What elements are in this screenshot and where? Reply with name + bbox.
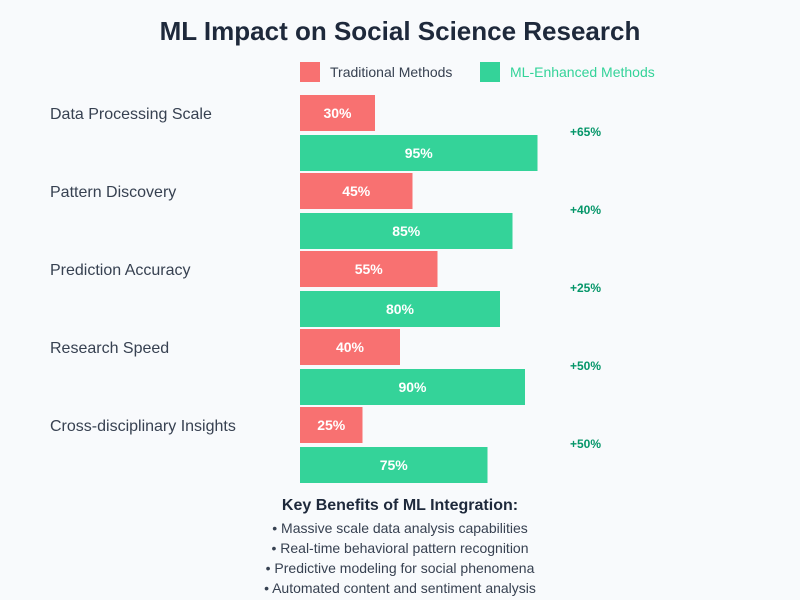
- legend-swatch-traditional: [300, 62, 320, 82]
- legend-label-ml: ML-Enhanced Methods: [510, 64, 655, 80]
- traditional-bar: [300, 251, 438, 287]
- traditional-bar: [300, 329, 400, 365]
- ml-bar: [300, 447, 488, 483]
- benefit-item: • Predictive modeling for social phenome…: [266, 560, 535, 576]
- bar-value-label: 85%: [392, 223, 421, 239]
- ml-bar: [300, 291, 500, 327]
- category-label: Prediction Accuracy: [50, 262, 191, 279]
- bar-value-label: 75%: [380, 457, 409, 473]
- difference-label: +25%: [570, 281, 601, 295]
- difference-label: +50%: [570, 359, 601, 373]
- category-label: Cross-disciplinary Insights: [50, 418, 236, 435]
- benefits-title: Key Benefits of ML Integration:: [282, 497, 518, 514]
- bar-value-label: 80%: [386, 301, 415, 317]
- benefit-item: • Automated content and sentiment analys…: [264, 580, 536, 596]
- category-label: Pattern Discovery: [50, 184, 176, 201]
- bar-value-label: 55%: [355, 261, 384, 277]
- traditional-bar: [300, 407, 363, 443]
- benefits-section: Key Benefits of ML Integration: • Massiv…: [264, 497, 536, 596]
- difference-label: +40%: [570, 203, 601, 217]
- traditional-bar: [300, 95, 375, 131]
- difference-label: +65%: [570, 125, 601, 139]
- ml-bar: [300, 135, 538, 171]
- bar-value-label: 95%: [405, 145, 434, 161]
- chart-title: ML Impact on Social Science Research: [160, 16, 641, 46]
- bars: Data Processing Scale 30% 95% +65% Pattern D…: [50, 95, 601, 483]
- category-label: Data Processing Scale: [50, 106, 212, 123]
- bar-value-label: 45%: [342, 183, 371, 199]
- legend: Traditional Methods ML-Enhanced Methods: [300, 62, 655, 82]
- difference-label: +50%: [570, 437, 601, 451]
- benefit-item: • Real-time behavioral pattern recogniti…: [271, 540, 528, 556]
- bar-value-label: 25%: [317, 417, 346, 433]
- traditional-bar: [300, 173, 413, 209]
- benefit-item: • Massive scale data analysis capabiliti…: [272, 520, 527, 536]
- bar-value-label: 90%: [398, 379, 427, 395]
- legend-swatch-ml: [480, 62, 500, 82]
- bar-value-label: 40%: [336, 339, 365, 355]
- bar-value-label: 30%: [323, 105, 352, 121]
- ml-bar: [300, 213, 513, 249]
- legend-label-traditional: Traditional Methods: [330, 64, 452, 80]
- category-label: Research Speed: [50, 340, 169, 357]
- ml-bar: [300, 369, 525, 405]
